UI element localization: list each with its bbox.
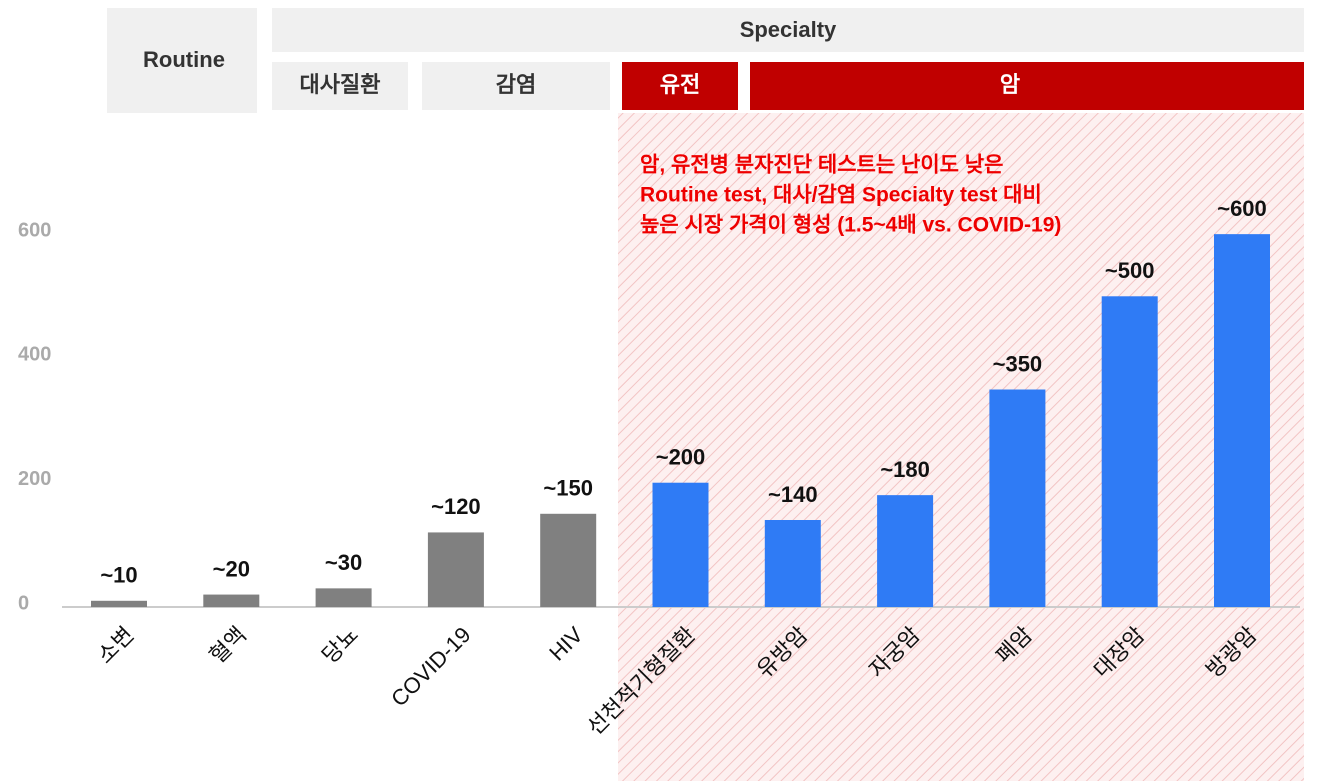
routine-box [107,8,257,113]
value-label: ~500 [1105,258,1155,283]
y-tick-label: 600 [18,219,51,241]
bar [877,495,934,607]
value-label: ~600 [1217,196,1267,221]
bar [315,588,372,607]
y-tick-label: 200 [18,468,51,490]
value-label: ~10 [100,563,137,588]
x-tick-label: 소변 [92,622,138,668]
x-tick-label: 혈액 [205,622,251,668]
bar [1214,234,1270,607]
value-label: ~350 [993,351,1043,376]
bar [1101,296,1158,607]
x-tick-label: COVID-19 [386,622,475,711]
group-box [272,62,408,110]
group-label: 유전 [660,72,700,97]
specialty-box [272,8,1304,52]
value-label: ~20 [213,556,250,581]
routine-label: Routine [143,47,225,72]
value-label: ~140 [768,482,818,507]
annotation: 높은 시장 가격이 형성 (1.5~4배 vs. COVID-19) [640,213,1061,237]
group-label: 대사질환 [300,72,381,97]
bar [540,513,597,607]
group-box [750,62,1304,110]
annotation: 암, 유전병 분자진단 테스트는 난이도 낮은 [640,154,1003,177]
specialty-highlight [618,113,1304,781]
y-tick-label: 0 [18,592,29,614]
group-box [422,62,610,110]
value-label: ~180 [880,457,930,482]
x-tick-label: HIV [544,622,588,666]
annotation: Routine test, 대사/감염 Specialty test 대비 [640,184,1042,207]
group-box [622,62,738,110]
specialty-label: Specialty [740,17,837,42]
value-label: ~120 [431,494,481,519]
bar [764,520,821,607]
bar [91,600,147,607]
value-label: ~30 [325,550,362,575]
bar [203,594,260,607]
bar [989,389,1046,607]
y-tick-label: 400 [18,344,51,366]
group-label: 감염 [496,72,536,97]
x-tick-label: 당뇨 [317,622,363,668]
bar [652,482,709,607]
bar [427,532,484,607]
group-label: 암 [1000,72,1020,97]
value-label: ~200 [656,445,706,470]
value-label: ~150 [543,476,593,501]
